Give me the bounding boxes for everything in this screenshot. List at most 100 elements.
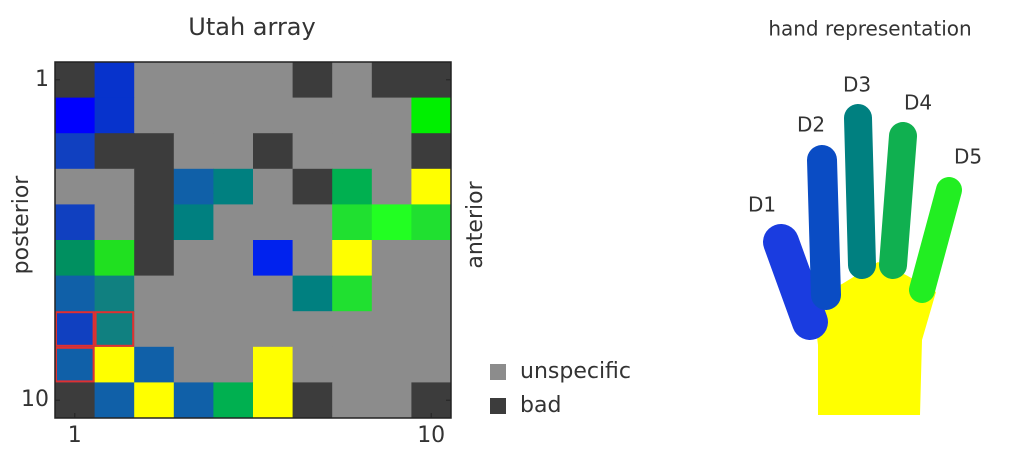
cell [411, 62, 452, 99]
cell [253, 204, 294, 241]
x-tick-label: 1 [68, 423, 82, 446]
cell [55, 62, 96, 99]
cell [94, 382, 135, 419]
cell [253, 168, 294, 205]
digit-label: D5 [954, 145, 982, 169]
cell [411, 346, 452, 383]
cell [55, 240, 96, 277]
cell [292, 62, 333, 99]
cell [292, 346, 333, 383]
cell [55, 382, 96, 419]
cell [292, 97, 333, 134]
cell [134, 382, 175, 419]
highlight [55, 346, 95, 383]
cell [411, 133, 452, 170]
cell [55, 168, 96, 205]
cell [213, 240, 254, 277]
cell [292, 133, 333, 170]
cell [213, 168, 254, 205]
x-tick-label: 10 [417, 423, 445, 446]
cell [213, 97, 254, 134]
cell [173, 62, 214, 99]
cell [292, 240, 333, 277]
cell [332, 133, 373, 170]
cell [332, 311, 373, 348]
legend-label: unspecific [520, 359, 631, 384]
highlight [94, 311, 135, 347]
cell [371, 311, 412, 348]
cell [213, 382, 254, 419]
cell [134, 204, 175, 241]
cell [55, 97, 96, 134]
cell [173, 97, 214, 134]
cell [253, 240, 294, 277]
digit-label: D2 [797, 113, 825, 137]
cell [332, 382, 373, 419]
cell [332, 97, 373, 134]
cell [371, 168, 412, 205]
finger [879, 122, 917, 279]
cell [213, 204, 254, 241]
cell [134, 346, 175, 383]
cell [55, 204, 96, 241]
finger [807, 145, 841, 310]
cell [411, 168, 452, 205]
cell [253, 275, 294, 312]
cell [213, 346, 254, 383]
cell [332, 62, 373, 99]
cell [94, 346, 135, 383]
y-tick-label: 1 [35, 67, 49, 92]
cell [371, 133, 412, 170]
cell [55, 346, 96, 383]
cell [134, 240, 175, 277]
digit-label: D1 [748, 193, 776, 217]
cell [332, 168, 373, 205]
cell [292, 311, 333, 348]
heatmap [54, 61, 452, 419]
legend-swatch [490, 398, 506, 414]
cell [55, 311, 96, 348]
cell [173, 240, 214, 277]
cell [173, 168, 214, 205]
digit-label: D4 [904, 91, 932, 115]
cell [253, 62, 294, 99]
finger [763, 224, 828, 340]
legend-swatch [490, 364, 506, 380]
cell [173, 382, 214, 419]
cell [94, 275, 135, 312]
cell [94, 62, 135, 99]
cell [213, 275, 254, 312]
cell [411, 311, 452, 348]
cell [134, 275, 175, 312]
cell [134, 133, 175, 170]
cell [253, 133, 294, 170]
cell [213, 133, 254, 170]
cell [411, 97, 452, 134]
cell [94, 133, 135, 170]
finger [909, 177, 962, 303]
cell [292, 204, 333, 241]
cell [173, 275, 214, 312]
cell [411, 204, 452, 241]
hand-title: hand representation [768, 17, 971, 41]
y-axis-label: posterior [9, 175, 34, 275]
cell [371, 204, 412, 241]
frame [54, 61, 452, 419]
cell [411, 275, 452, 312]
cell [213, 311, 254, 348]
cell [94, 240, 135, 277]
cell [94, 311, 135, 348]
palm [812, 262, 936, 415]
cell [371, 346, 412, 383]
cell [371, 62, 412, 99]
cell [94, 204, 135, 241]
cell [371, 382, 412, 419]
cell [253, 346, 294, 383]
y2-axis-label: anterior [463, 180, 488, 268]
cell [173, 204, 214, 241]
cell [213, 62, 254, 99]
finger [844, 104, 876, 279]
y-tick-label: 10 [21, 387, 49, 412]
cell [253, 311, 294, 348]
